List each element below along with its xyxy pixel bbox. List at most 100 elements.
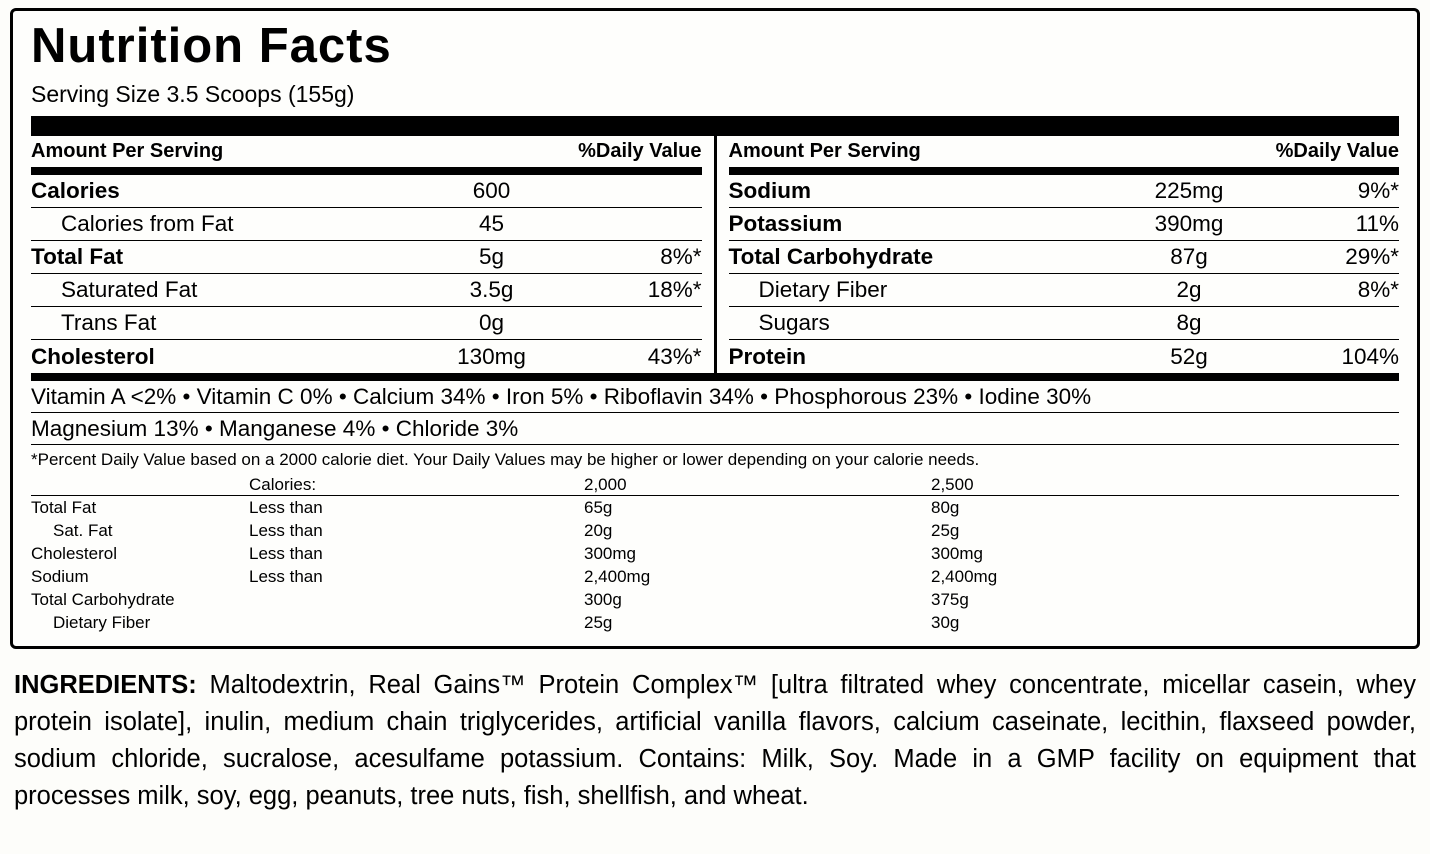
ingredients-text: Maltodextrin, Real Gains™ Protein Comple… [14,671,1416,811]
dv-row-2500-value: 30g [931,613,960,633]
nutrient-amount: 2g [1176,277,1202,303]
page: Nutrition Facts Serving Size 3.5 Scoops … [10,8,1420,815]
column-header-left: Amount Per Serving %Daily Value [31,136,702,167]
dv-row-2000-value: 2,400mg [584,567,651,587]
dv-row-name: Sat. Fat [53,521,113,541]
nutrient-amount: 3.5g [469,277,514,303]
nutrient-name: Saturated Fat [61,277,198,303]
nutrient-amount: 5g [478,244,505,270]
dv-row-2000-value: 25g [584,613,613,633]
nutrient-name: Dietary Fiber [758,277,888,303]
amount-per-serving-label: Amount Per Serving [31,140,224,163]
dv-row-qualifier: Less than [249,521,323,541]
header-divider-bar [728,167,1399,176]
nutrient-dv: 8%* [1357,277,1399,303]
dv-row-2500-value: 375g [931,590,969,610]
vitamins-line-1: Vitamin A <2% • Vitamin C 0% • Calcium 3… [31,381,1399,414]
dv-table-row-dietary-fiber: Dietary Fiber 25g 30g [31,611,1399,634]
dv-table-row-total-carbohydrate: Total Carbohydrate 300g 375g [31,588,1399,611]
dv-header-2500: 2,500 [931,475,974,495]
nutrient-dv: 9%* [1357,178,1399,204]
dv-row-2000-value: 300g [584,590,622,610]
nutrient-name: Total Fat [31,244,124,270]
column-header-right: Amount Per Serving %Daily Value [729,136,1400,167]
nutrient-row-sodium: Sodium 225mg 9%* [728,175,1399,209]
nutrient-row-potassium: Potassium 390mg 11% [728,208,1399,242]
nutrient-amount: 390mg [1154,211,1224,237]
nutrient-dv: 43%* [647,343,702,369]
dv-row-2000-value: 65g [584,498,613,518]
nutrient-row-cholesterol: Cholesterol 130mg 43%* [31,340,702,373]
nutrition-facts-label: Nutrition Facts Serving Size 3.5 Scoops … [10,8,1420,650]
nutrient-column-right: Amount Per Serving %Daily Value Sodium 2… [717,136,1400,373]
nutrient-row-total-carbohydrate: Total Carbohydrate 87g 29%* [728,241,1399,275]
daily-value-footnote: *Percent Daily Value based on a 2000 cal… [31,450,980,470]
ingredients-paragraph: INGREDIENTS: Maltodextrin, Real Gains™ P… [10,667,1420,815]
dv-row-2500-value: 2,400mg [931,567,998,587]
dv-table-row-total-fat: Total Fat Less than 65g 80g [31,496,1399,519]
nutrient-row-protein: Protein 52g 104% [729,340,1400,373]
ingredients-label: INGREDIENTS: [14,671,197,700]
nutrient-amount: 600 [472,178,511,204]
dv-row-qualifier: Less than [249,567,323,587]
dv-row-qualifier [249,611,584,634]
nutrient-amount: 130mg [457,343,526,369]
dv-row-2500-value: 25g [931,521,960,541]
nutrient-column-left: Amount Per Serving %Daily Value Calories… [31,136,717,374]
nutrient-amount: 8g [1176,310,1202,336]
dv-table-header-row: Calories: 2,000 2,500 [31,473,1399,497]
nutrient-name: Total Carbohydrate [728,244,934,270]
nutrient-name: Sodium [728,178,812,204]
nutrient-name: Cholesterol [31,343,155,369]
dv-row-name: Total Fat [31,498,97,518]
dv-row-2000-value: 20g [584,521,613,541]
nutrient-columns: Amount Per Serving %Daily Value Calories… [31,136,1400,374]
nutrient-name: Calories from Fat [61,211,234,237]
dv-table-row-cholesterol: Cholesterol Less than 300mg 300mg [31,542,1399,565]
dv-row-name: Dietary Fiber [53,613,151,633]
nutrient-amount: 225mg [1154,178,1224,204]
dv-row-2000-value: 300mg [584,544,636,564]
daily-value-reference-table: Calories: 2,000 2,500 Total Fat Less tha… [31,473,1399,634]
dv-row-name: Sodium [31,567,89,587]
nutrient-dv: 29%* [1345,244,1399,270]
nutrient-name: Potassium [728,211,843,237]
nutrient-row-total-fat: Total Fat 5g 8%* [31,241,702,275]
dv-row-name: Total Carbohydrate [31,590,175,610]
nutrient-row-sugars: Sugars 8g [728,307,1399,341]
nutrient-dv: 11% [1355,211,1399,237]
nutrient-dv: 8%* [660,244,702,270]
amount-per-serving-label: Amount Per Serving [728,140,921,163]
label-title: Nutrition Facts [31,19,392,73]
nutrient-row-trans-fat: Trans Fat 0g [31,307,702,341]
dv-table-row-sat-fat: Sat. Fat Less than 20g 25g [31,519,1399,542]
section-divider-bar [31,373,1399,382]
nutrient-name: Sugars [758,310,830,336]
nutrient-amount: 45 [478,211,505,237]
nutrient-row-saturated-fat: Saturated Fat 3.5g 18%* [31,274,702,308]
thick-divider-bar [31,116,1399,137]
dv-table-row-sodium: Sodium Less than 2,400mg 2,400mg [31,565,1399,588]
nutrient-row-dietary-fiber: Dietary Fiber 2g 8%* [728,274,1399,308]
nutrient-name: Protein [728,343,807,369]
nutrient-dv: 104% [1341,343,1399,369]
nutrient-row-calories-from-fat: Calories from Fat 45 [31,208,702,242]
dv-header-2000: 2,000 [584,475,627,495]
nutrient-amount: 52g [1170,343,1208,369]
dv-row-qualifier: Less than [249,544,323,564]
dv-row-name: Cholesterol [31,544,117,564]
daily-value-label: %Daily Value [578,140,702,163]
serving-size: Serving Size 3.5 Scoops (155g) [31,81,355,108]
dv-header-calories: Calories: [249,475,317,495]
nutrient-amount: 0g [478,310,505,336]
nutrient-dv: 18%* [647,277,702,303]
dv-row-2500-value: 300mg [931,544,983,564]
dv-row-qualifier: Less than [249,498,323,518]
nutrient-amount: 87g [1170,244,1208,270]
dv-row-qualifier [249,588,584,611]
dv-header-spacer [31,473,249,496]
vitamins-line-2: Magnesium 13% • Manganese 4% • Chloride … [31,413,1399,446]
nutrient-row-calories: Calories 600 [31,175,702,209]
nutrient-name: Calories [31,178,120,204]
dv-row-2500-value: 80g [931,498,960,518]
